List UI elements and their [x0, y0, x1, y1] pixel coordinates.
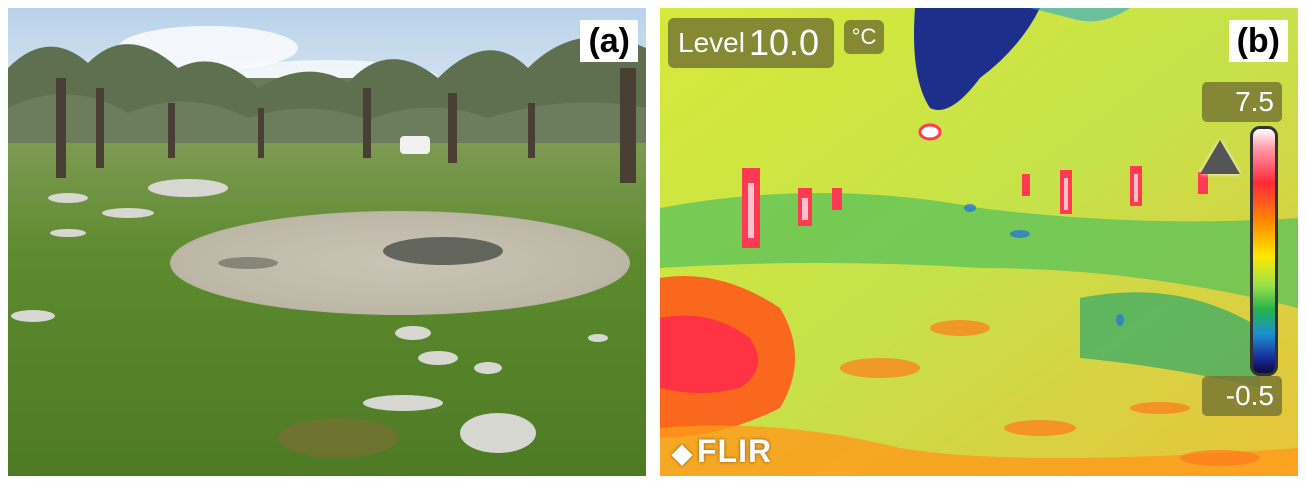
thermal-panel: Level 10.0 °C 7.5 -0.5 ◆ FLIR (b) [660, 8, 1298, 476]
panel-b-label: (b) [1228, 20, 1288, 62]
level-value: 10.0 [748, 22, 820, 63]
flir-logo: ◆ FLIR [672, 433, 772, 470]
flir-diamond-icon: ◆ [672, 438, 693, 468]
thermal-image [660, 8, 1298, 476]
scale-min-value: -0.5 [1202, 376, 1282, 416]
triangle-marker-icon [1200, 140, 1240, 174]
panel-a-label: (a) [580, 20, 638, 62]
temperature-unit: °C [844, 20, 884, 54]
temperature-colorbar [1250, 126, 1278, 376]
level-readout: Level 10.0 [668, 18, 834, 68]
flir-brand-text: FLIR [697, 433, 773, 469]
photo-panel: (a) [8, 8, 646, 476]
level-word: Level [678, 27, 745, 58]
scale-max-value: 7.5 [1202, 82, 1282, 122]
olive-grove-photo [8, 8, 646, 476]
